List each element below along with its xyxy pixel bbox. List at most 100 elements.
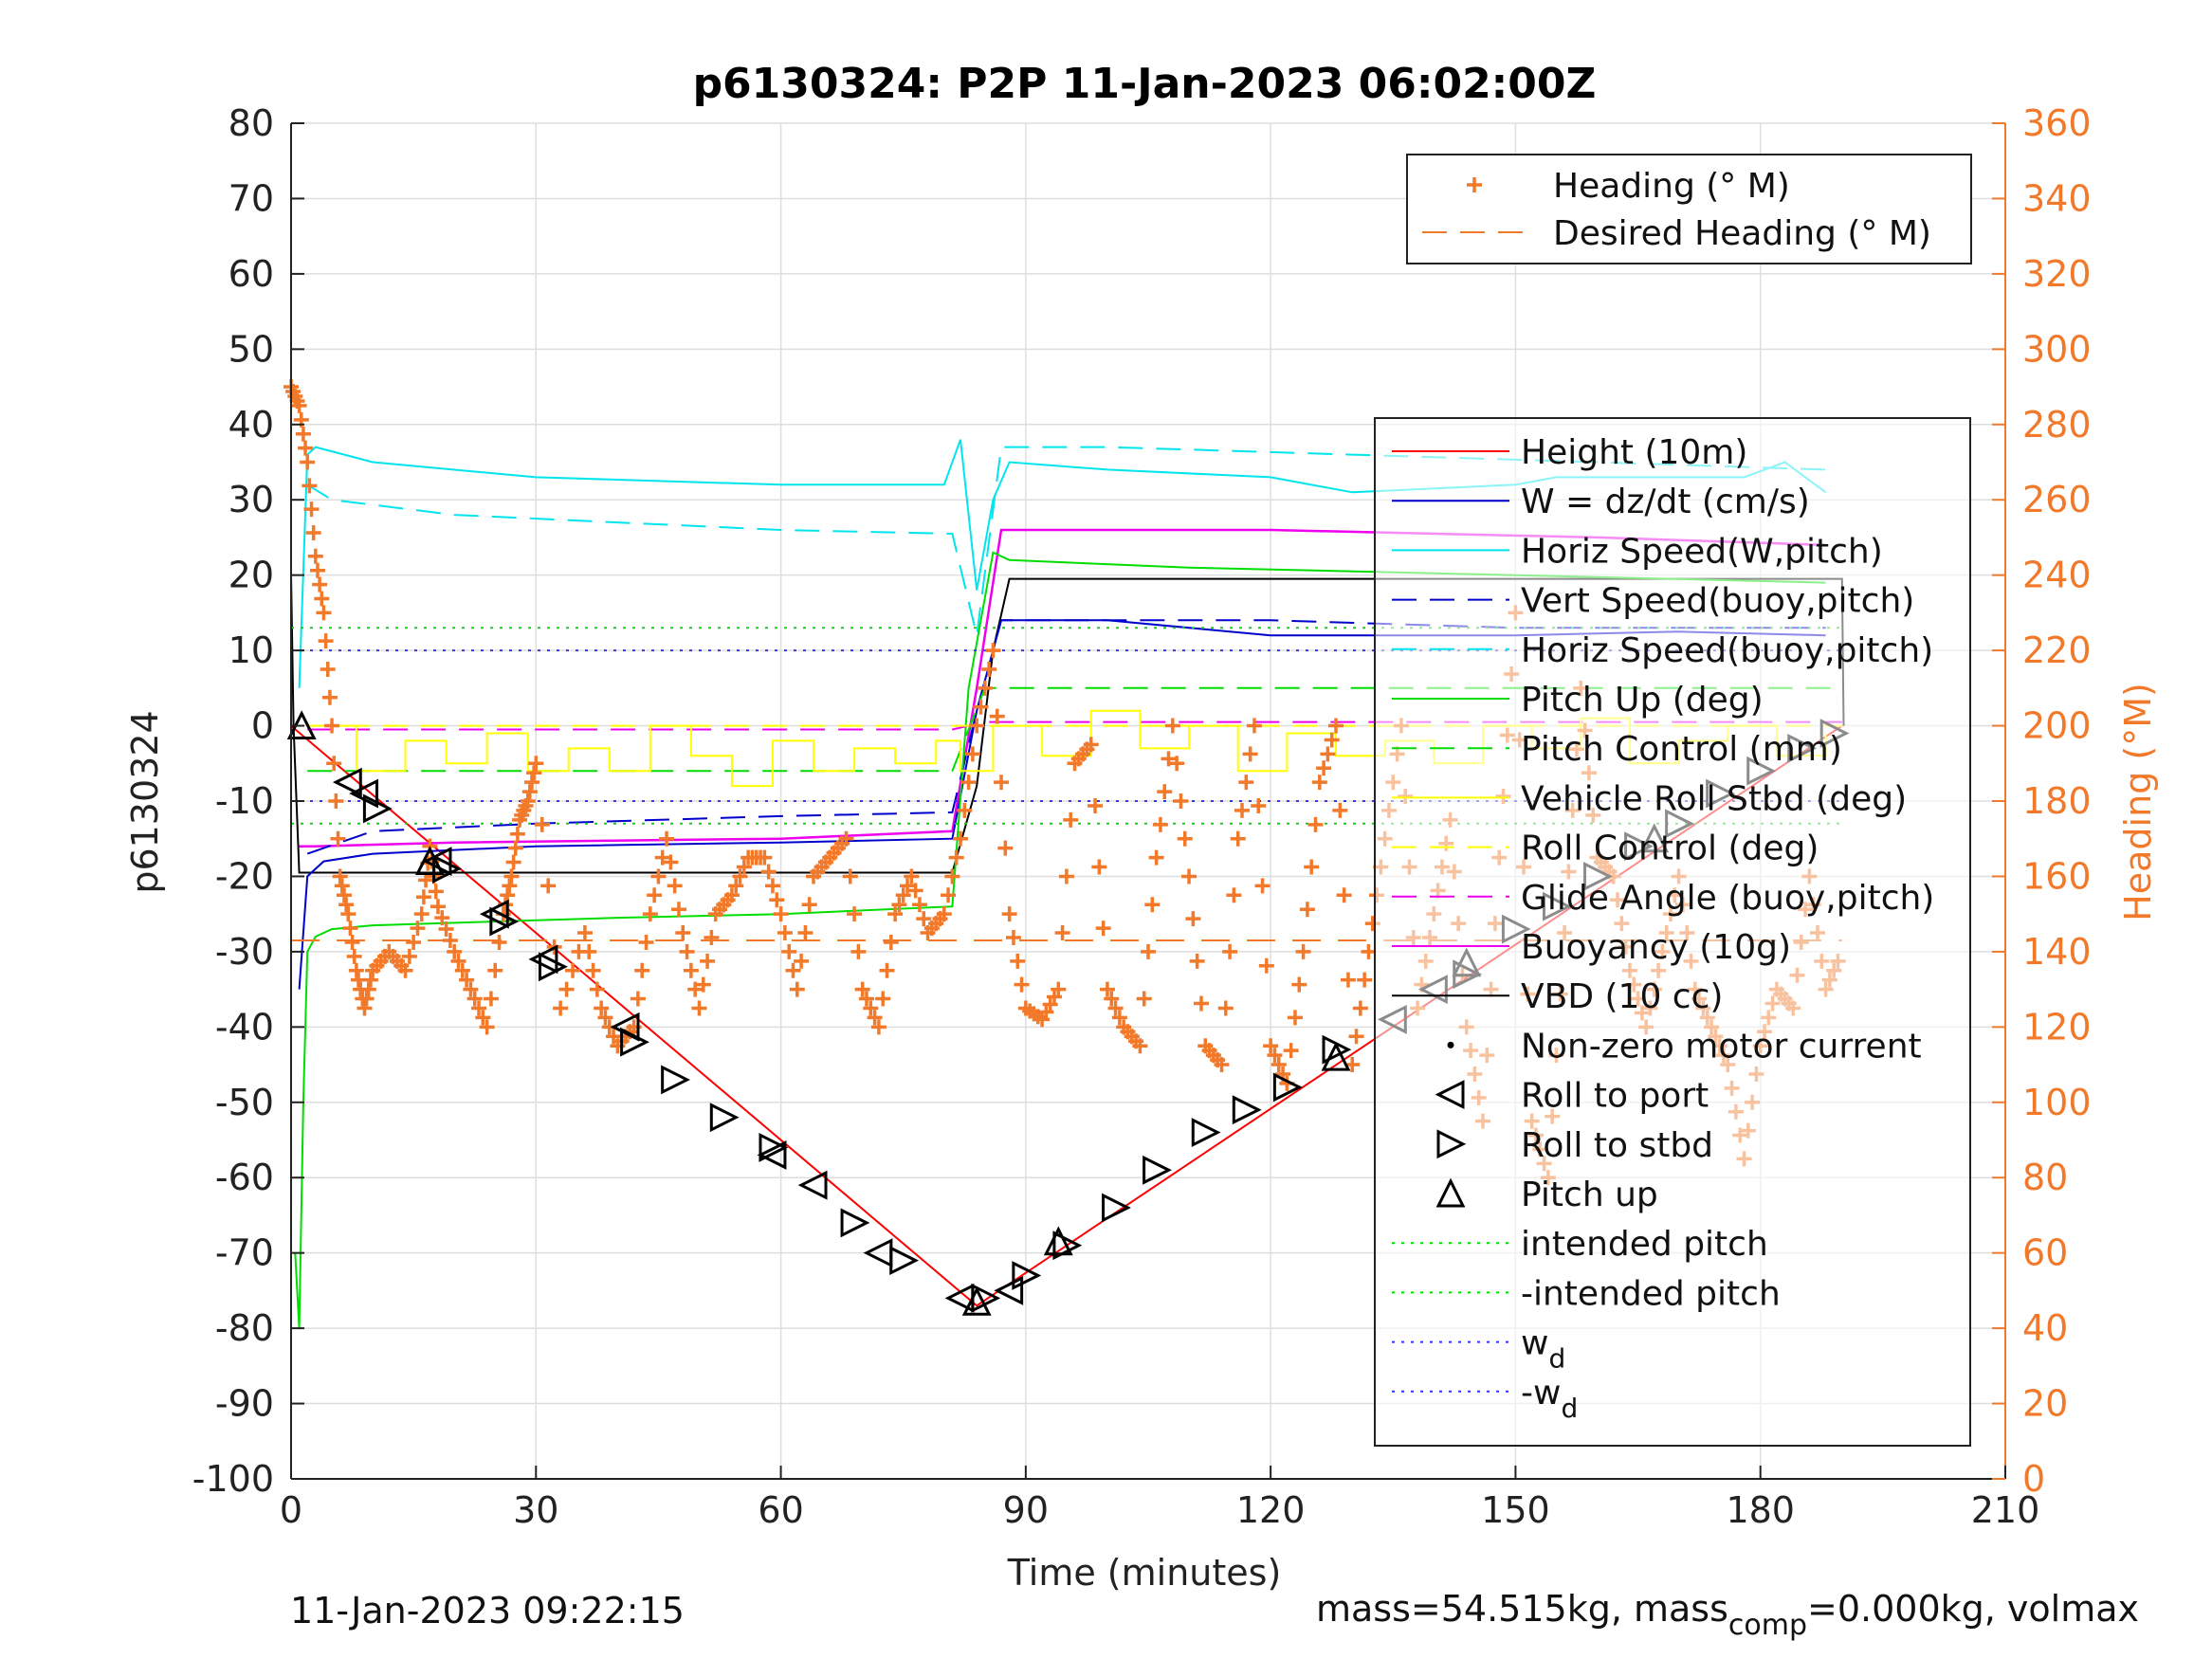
legend-label-text: VBD (10 cc) bbox=[1521, 977, 1723, 1016]
heading-point bbox=[1083, 737, 1099, 753]
roll-to-stbd-marker bbox=[759, 1133, 789, 1162]
heading-point bbox=[1001, 906, 1017, 922]
heading-point bbox=[907, 883, 923, 899]
x-tick-label: 150 bbox=[1481, 1489, 1550, 1531]
footer-mass: mass=54.515kg, masscomp=0.000kg, volmax bbox=[1316, 1588, 2139, 1642]
heading-point bbox=[957, 802, 973, 818]
heading-point bbox=[324, 718, 340, 734]
roll-to-port-marker bbox=[528, 944, 558, 975]
heading-point bbox=[316, 605, 332, 621]
legend-label-text: Glide Angle (buoy,pitch) bbox=[1521, 879, 1934, 918]
heading-point bbox=[450, 953, 466, 969]
legend-label: Horiz Speed(W,pitch) bbox=[1521, 532, 1883, 571]
heading-point bbox=[1267, 1048, 1283, 1064]
heading-point bbox=[773, 906, 789, 922]
heading-point bbox=[659, 830, 675, 847]
legend-label-text: Roll to stbd bbox=[1521, 1126, 1713, 1165]
pitch-up-marker bbox=[414, 846, 445, 876]
heading-point bbox=[1214, 1057, 1230, 1073]
heading-point bbox=[321, 689, 338, 705]
heading-point bbox=[1226, 887, 1242, 903]
x-tick-label: 90 bbox=[1003, 1489, 1049, 1531]
heading-point bbox=[879, 962, 895, 978]
y2-tick-label: 100 bbox=[2022, 1082, 2092, 1123]
heading-point bbox=[358, 991, 375, 1007]
legend-label-text: W = dz/dt (cm/s) bbox=[1521, 483, 1810, 521]
heading-point bbox=[936, 906, 952, 922]
heading-point bbox=[1107, 1000, 1124, 1016]
heading-point bbox=[576, 925, 593, 941]
heading-point bbox=[534, 816, 550, 832]
legend-label-text: Vert Speed(buoy,pitch) bbox=[1521, 582, 1914, 621]
legend-label-sub: d bbox=[1561, 1393, 1578, 1424]
legend-label-text: Horiz Speed(W,pitch) bbox=[1521, 532, 1883, 571]
y2-tick-label: 260 bbox=[2022, 479, 2092, 520]
heading-point bbox=[781, 943, 797, 959]
heading-point bbox=[553, 1000, 569, 1016]
roll-to-port-marker bbox=[994, 1275, 1024, 1305]
heading-point bbox=[842, 868, 858, 884]
heading-point bbox=[875, 991, 891, 1007]
heading-point bbox=[1141, 943, 1156, 959]
heading-point bbox=[891, 897, 907, 913]
heading-point bbox=[1161, 751, 1177, 767]
heading-point bbox=[1311, 775, 1327, 791]
heading-point bbox=[1144, 897, 1161, 913]
y2-tick-label: 360 bbox=[2022, 102, 2092, 144]
heading-point bbox=[973, 699, 989, 715]
heading-point bbox=[1295, 943, 1311, 959]
y2-tick-label: 40 bbox=[2022, 1307, 2068, 1349]
pitch-up-marker bbox=[1321, 1041, 1351, 1071]
legend-label: Desired Heading (° M) bbox=[1553, 214, 1931, 253]
heading-point bbox=[295, 426, 311, 442]
heading-point bbox=[1181, 868, 1197, 884]
heading-point bbox=[326, 756, 342, 772]
y2-axis-label: Heading (°M) bbox=[2117, 683, 2159, 921]
heading-point bbox=[736, 859, 752, 875]
legend-label-text: Horiz Speed(buoy,pitch) bbox=[1521, 631, 1933, 670]
heading-point bbox=[1230, 830, 1246, 847]
heading-point bbox=[647, 887, 663, 903]
heading-point bbox=[994, 775, 1010, 791]
heading-point bbox=[883, 934, 899, 950]
heading-point bbox=[732, 868, 748, 884]
legend-label-text: -intended pitch bbox=[1521, 1274, 1781, 1313]
heading-point bbox=[1251, 797, 1267, 813]
heading-point bbox=[654, 849, 670, 866]
legend-label: intended pitch bbox=[1521, 1225, 1768, 1264]
footer-mass-sub: comp bbox=[1728, 1609, 1807, 1642]
heading-point bbox=[471, 1000, 487, 1016]
legend-label-text: Pitch Up (deg) bbox=[1521, 681, 1764, 720]
y-tick-label: -100 bbox=[192, 1458, 274, 1500]
series-pitch-up-deg- bbox=[294, 551, 1826, 1329]
heading-point bbox=[964, 746, 980, 762]
legend-dot bbox=[1447, 1041, 1454, 1048]
heading-point bbox=[401, 948, 417, 964]
legend-label: Roll Control (deg) bbox=[1521, 830, 1819, 868]
heading-point bbox=[663, 854, 679, 870]
heading-point bbox=[838, 830, 854, 847]
y2-tick-label: 300 bbox=[2022, 328, 2092, 370]
roll-to-stbd-marker bbox=[1102, 1193, 1131, 1223]
heading-point bbox=[870, 1019, 887, 1035]
roll-to-stbd-marker bbox=[1052, 1231, 1083, 1261]
heading-point bbox=[801, 897, 817, 913]
heading-point bbox=[858, 991, 874, 1007]
legend-label-text: intended pitch bbox=[1521, 1225, 1768, 1264]
heading-point bbox=[1189, 953, 1205, 969]
roll-to-stbd-marker bbox=[1143, 1155, 1172, 1185]
roll-to-port-marker bbox=[479, 899, 509, 929]
heading-point bbox=[447, 943, 463, 959]
heading-point bbox=[558, 981, 575, 997]
footer-timestamp: 11-Jan-2023 09:22:15 bbox=[290, 1590, 685, 1632]
legend-label-text: Desired Heading (° M) bbox=[1553, 214, 1931, 253]
roll-to-stbd-marker bbox=[1012, 1261, 1042, 1290]
heading-point bbox=[1148, 849, 1164, 866]
heading-point bbox=[348, 962, 364, 978]
heading-point bbox=[1348, 1029, 1364, 1045]
heading-point bbox=[960, 775, 977, 791]
footer-mass-part2: =0.000kg, volmax bbox=[1807, 1588, 2139, 1630]
heading-point bbox=[305, 524, 321, 540]
heading-point bbox=[312, 576, 328, 592]
